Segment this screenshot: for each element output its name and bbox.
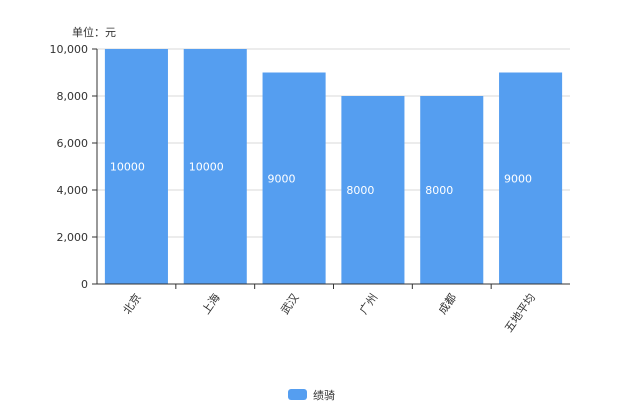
bar-data-label: 10000 bbox=[189, 161, 224, 174]
bar-data-label: 9000 bbox=[268, 172, 296, 185]
y-tick-label: 8,000 bbox=[57, 90, 89, 103]
gridlines bbox=[97, 48, 570, 238]
y-tick-label: 0 bbox=[81, 278, 88, 291]
y-tick-label: 4,000 bbox=[57, 184, 89, 197]
x-axis-ticks: 北京 上海 武汉 广州 成都 五地平均 bbox=[120, 284, 538, 335]
bars bbox=[104, 49, 563, 285]
data-labels: 10000 10000 9000 8000 8000 9000 bbox=[110, 161, 532, 198]
bar-data-label: 8000 bbox=[346, 184, 374, 197]
x-tick-label: 广州 bbox=[357, 291, 380, 316]
bar-data-label: 9000 bbox=[504, 172, 532, 185]
y-tick-label: 2,000 bbox=[57, 231, 89, 244]
x-tick-label: 成都 bbox=[436, 291, 459, 316]
bar[interactable] bbox=[262, 72, 326, 285]
bar[interactable] bbox=[499, 72, 563, 285]
x-tick-label: 五地平均 bbox=[502, 291, 538, 334]
y-axis-ticks: 0 2,000 4,000 6,000 8,000 10,000 bbox=[50, 43, 97, 291]
bar[interactable] bbox=[183, 49, 247, 284]
x-tick-label: 上海 bbox=[199, 291, 223, 317]
y-tick-label: 6,000 bbox=[57, 137, 89, 150]
x-tick-label: 武汉 bbox=[278, 291, 301, 316]
y-tick-label: 10,000 bbox=[50, 43, 89, 56]
legend-swatch[interactable] bbox=[288, 389, 307, 400]
legend-label[interactable]: 绩骑 bbox=[313, 389, 335, 402]
unit-label: 单位：元 bbox=[72, 25, 116, 39]
bar[interactable] bbox=[341, 96, 405, 284]
bar-data-label: 8000 bbox=[425, 184, 453, 197]
bar[interactable] bbox=[420, 96, 484, 284]
bar-data-label: 10000 bbox=[110, 161, 145, 174]
bar[interactable] bbox=[104, 49, 168, 284]
x-tick-label: 北京 bbox=[120, 291, 144, 317]
legend[interactable]: 绩骑 bbox=[288, 389, 335, 402]
